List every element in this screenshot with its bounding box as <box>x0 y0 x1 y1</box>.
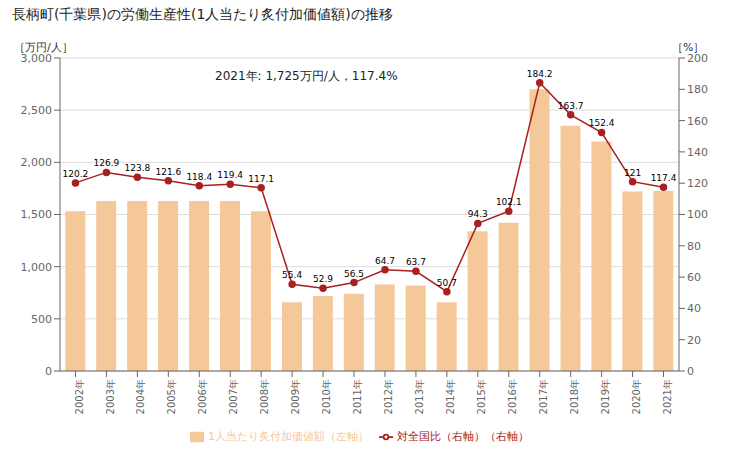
svg-text:2002年: 2002年 <box>74 379 85 414</box>
svg-text:64.7: 64.7 <box>375 256 395 266</box>
svg-text:2011年: 2011年 <box>352 379 363 414</box>
svg-text:2,500: 2,500 <box>21 104 53 117</box>
svg-text:2008年: 2008年 <box>259 379 270 414</box>
svg-text:2005年: 2005年 <box>166 379 177 414</box>
svg-text:55.4: 55.4 <box>282 270 302 280</box>
svg-text:123.8: 123.8 <box>124 163 150 173</box>
svg-text:1,000: 1,000 <box>21 261 53 274</box>
svg-text:2016年: 2016年 <box>507 379 518 414</box>
svg-text:118.4: 118.4 <box>186 172 212 182</box>
svg-text:2021年: 2021年 <box>662 379 673 414</box>
svg-text:20: 20 <box>687 334 701 347</box>
svg-text:500: 500 <box>31 313 52 326</box>
svg-text:52.9: 52.9 <box>313 274 333 284</box>
svg-text:102.1: 102.1 <box>496 197 522 207</box>
svg-text:117.4: 117.4 <box>651 173 677 183</box>
svg-text:2010年: 2010年 <box>321 379 332 414</box>
html-text:長柄町(千葉県)の労働生産性(1人当たり炙付加価値額)の推移: 長柄町(千葉県)の労働生産性(1人当たり炙付加価値額)の推移 <box>12 6 393 22</box>
svg-text:119.4: 119.4 <box>217 170 243 180</box>
svg-text:3,000: 3,000 <box>21 52 53 65</box>
svg-text:180: 180 <box>687 83 708 96</box>
html-text:1人当たり炙付加価値額（左軸）: 1人当たり炙付加価値額（左軸） <box>208 430 369 443</box>
svg-text:60: 60 <box>687 271 701 284</box>
html-text:対全国比（右軸）（右軸）: 対全国比（右軸）（右軸） <box>397 430 529 443</box>
svg-text:121: 121 <box>624 168 641 178</box>
html-text:［万円/人］: ［万円/人］ <box>14 41 73 54</box>
html-text:2021年: 1,725万円/人，117.4%: 2021年: 1,725万円/人，117.4% <box>215 69 398 83</box>
svg-text:2,000: 2,000 <box>21 156 53 169</box>
svg-text:120: 120 <box>687 177 708 190</box>
svg-text:120.2: 120.2 <box>63 169 89 179</box>
svg-text:152.4: 152.4 <box>589 118 615 128</box>
svg-text:80: 80 <box>687 240 701 253</box>
svg-text:94.3: 94.3 <box>468 209 488 219</box>
svg-text:126.9: 126.9 <box>94 158 120 168</box>
svg-text:160: 160 <box>687 115 708 128</box>
svg-text:56.5: 56.5 <box>344 269 364 279</box>
svg-text:2019年: 2019年 <box>600 379 611 414</box>
svg-text:100: 100 <box>687 208 708 221</box>
svg-text:0: 0 <box>687 365 694 378</box>
svg-text:2004年: 2004年 <box>135 379 146 414</box>
svg-text:2018年: 2018年 <box>569 379 580 414</box>
svg-text:0: 0 <box>45 365 52 378</box>
svg-text:1,500: 1,500 <box>21 208 53 221</box>
svg-text:63.7: 63.7 <box>406 257 426 267</box>
svg-text:2012年: 2012年 <box>383 379 394 414</box>
svg-text:2007年: 2007年 <box>228 379 239 414</box>
svg-text:200: 200 <box>687 52 708 65</box>
svg-text:2020年: 2020年 <box>631 379 642 414</box>
svg-text:117.1: 117.1 <box>248 174 274 184</box>
svg-text:2013年: 2013年 <box>414 379 425 414</box>
svg-text:50.7: 50.7 <box>437 278 457 288</box>
svg-text:140: 140 <box>687 146 708 159</box>
svg-text:2003年: 2003年 <box>105 379 116 414</box>
svg-text:121.6: 121.6 <box>155 167 181 177</box>
svg-text:184.2: 184.2 <box>527 69 553 79</box>
svg-text:40: 40 <box>687 302 701 315</box>
svg-text:2015年: 2015年 <box>476 379 487 414</box>
svg-text:163.7: 163.7 <box>558 101 584 111</box>
svg-text:2006年: 2006年 <box>197 379 208 414</box>
svg-text:2014年: 2014年 <box>445 379 456 414</box>
svg-text:2009年: 2009年 <box>290 379 301 414</box>
svg-text:2017年: 2017年 <box>538 379 549 414</box>
